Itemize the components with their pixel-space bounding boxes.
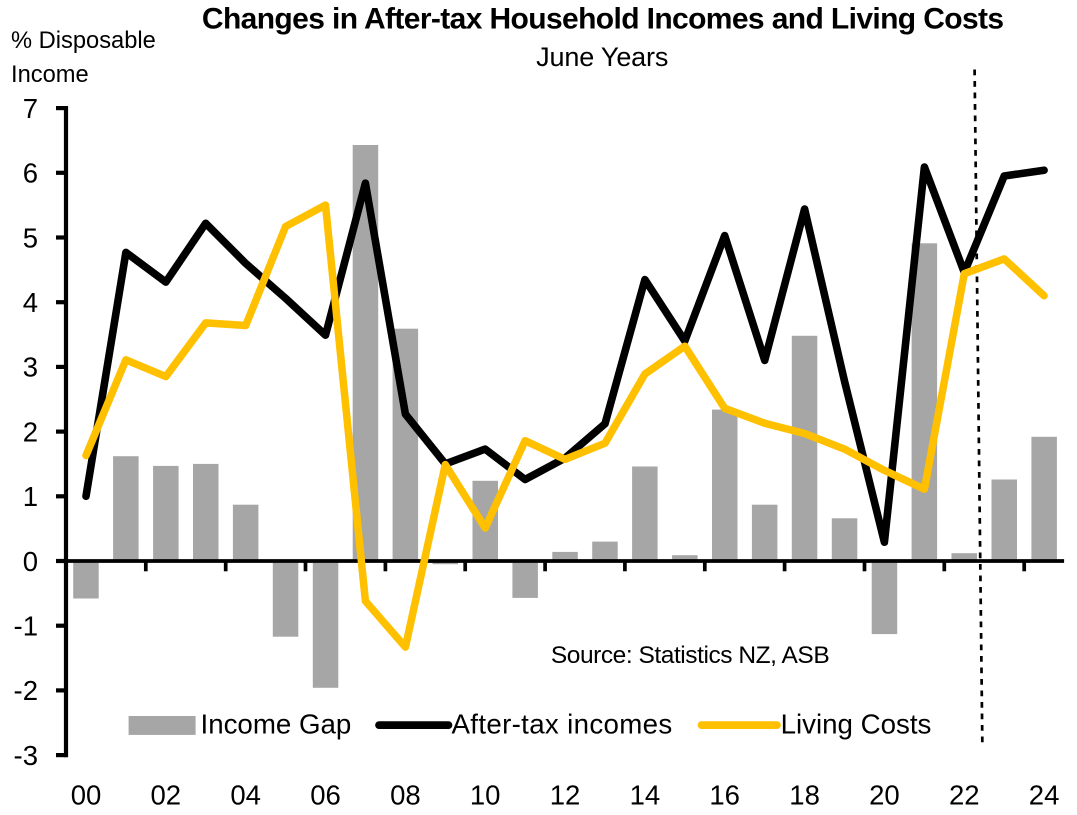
svg-text:Income: Income	[11, 62, 89, 88]
svg-text:After-tax incomes: After-tax incomes	[452, 708, 673, 739]
svg-text:1: 1	[23, 481, 38, 512]
svg-text:-1: -1	[14, 611, 38, 642]
svg-text:12: 12	[550, 780, 581, 811]
svg-text:18: 18	[789, 780, 820, 811]
svg-text:6: 6	[23, 158, 38, 189]
svg-text:-2: -2	[14, 675, 38, 706]
svg-text:04: 04	[230, 780, 261, 811]
svg-text:Source: Statistics NZ, ASB: Source: Statistics NZ, ASB	[551, 642, 829, 669]
svg-text:% Disposable: % Disposable	[11, 28, 156, 54]
svg-text:02: 02	[151, 780, 182, 811]
svg-text:5: 5	[23, 222, 38, 253]
svg-text:10: 10	[470, 780, 501, 811]
svg-text:20: 20	[869, 780, 900, 811]
svg-text:14: 14	[630, 780, 661, 811]
svg-text:Income Gap: Income Gap	[201, 708, 352, 739]
svg-text:06: 06	[310, 780, 341, 811]
svg-text:2: 2	[23, 416, 38, 447]
svg-text:Changes in After-tax Household: Changes in After-tax Household Incomes a…	[202, 3, 1004, 36]
svg-text:16: 16	[709, 780, 740, 811]
svg-text:08: 08	[390, 780, 421, 811]
svg-text:24: 24	[1029, 780, 1060, 811]
svg-text:June Years: June Years	[536, 42, 668, 72]
svg-text:-3: -3	[14, 740, 38, 771]
svg-text:22: 22	[949, 780, 980, 811]
svg-text:4: 4	[23, 287, 38, 318]
svg-text:Living Costs: Living Costs	[781, 708, 932, 739]
svg-text:3: 3	[23, 352, 38, 383]
svg-text:7: 7	[23, 93, 38, 124]
svg-text:0: 0	[23, 546, 38, 577]
svg-text:00: 00	[71, 780, 102, 811]
